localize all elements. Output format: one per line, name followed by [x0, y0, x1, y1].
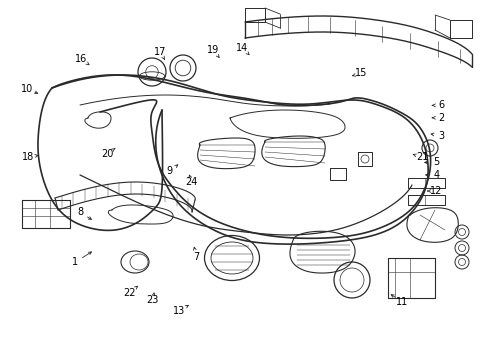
Text: 2: 2: [438, 113, 443, 123]
Text: 10: 10: [20, 84, 33, 94]
Text: 16: 16: [75, 54, 88, 64]
Text: 17: 17: [153, 47, 166, 57]
Text: 5: 5: [433, 157, 439, 167]
Text: 3: 3: [438, 131, 443, 141]
Text: 19: 19: [207, 45, 219, 55]
Text: 8: 8: [77, 207, 83, 217]
Text: 14: 14: [236, 43, 248, 53]
Text: 7: 7: [193, 252, 199, 262]
Text: 24: 24: [185, 177, 197, 187]
Text: 12: 12: [429, 186, 442, 196]
Text: 18: 18: [22, 152, 34, 162]
Text: 23: 23: [146, 295, 159, 305]
Text: 4: 4: [433, 170, 439, 180]
Text: 15: 15: [354, 68, 367, 78]
Text: 20: 20: [101, 149, 114, 159]
Text: 21: 21: [415, 152, 427, 162]
Text: 11: 11: [395, 297, 408, 307]
Text: 6: 6: [438, 100, 443, 110]
Text: 13: 13: [173, 306, 185, 316]
Text: 22: 22: [123, 288, 136, 298]
Text: 9: 9: [166, 166, 172, 176]
Text: 1: 1: [72, 257, 78, 267]
